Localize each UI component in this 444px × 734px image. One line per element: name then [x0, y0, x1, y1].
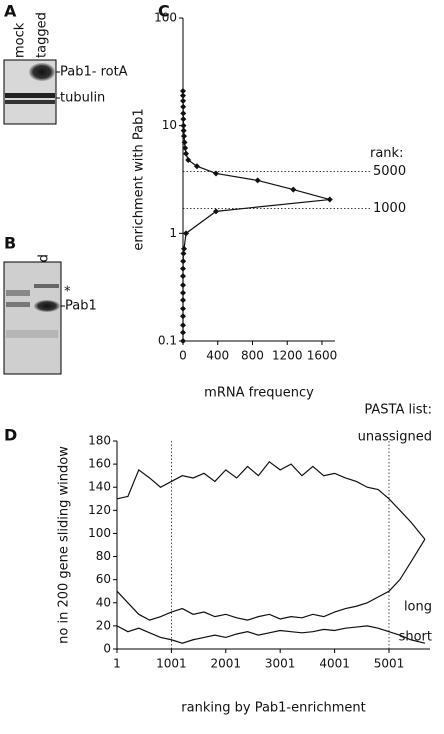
y-tick-label: 120: [88, 503, 111, 517]
series-line: [116, 625, 426, 644]
data-point: [180, 273, 186, 280]
data-point: [183, 230, 190, 237]
data-point: [180, 282, 186, 289]
data-point: [213, 170, 220, 177]
x-tick-label: 4001: [319, 657, 350, 671]
data-point: [180, 122, 187, 129]
data-point: [180, 297, 186, 304]
y-tick-label: 100: [88, 526, 111, 540]
data-point: [185, 156, 192, 163]
series-line: [116, 538, 426, 621]
x-tick-label: 1: [113, 657, 121, 671]
x-tick-label: 1001: [156, 657, 187, 671]
blot-band: [6, 290, 30, 296]
reference-label: 5000: [373, 164, 406, 179]
x-tick-label: 400: [206, 349, 229, 363]
series-label: long: [404, 600, 432, 615]
blot-band: [5, 100, 55, 104]
blot-band: [6, 302, 30, 307]
panel-label: C: [158, 2, 170, 21]
data-point: [180, 289, 186, 296]
y-tick-label: 1: [169, 226, 177, 240]
data-point: [180, 92, 186, 99]
band-marker: *: [64, 285, 71, 300]
y-tick-label: 140: [88, 480, 111, 494]
data-point: [180, 103, 187, 110]
data-point: [254, 177, 261, 184]
data-point: [180, 322, 186, 329]
lane-label: mock: [13, 22, 28, 58]
x-tick-label: 800: [241, 349, 264, 363]
data-point: [180, 265, 186, 272]
y-tick-label: 160: [88, 457, 111, 471]
data-point: [180, 250, 187, 257]
series-line: [116, 460, 426, 540]
band-label: Pab1: [65, 299, 97, 314]
blot-band: [6, 330, 58, 338]
y-tick-label: 0: [103, 642, 111, 656]
data-point: [180, 87, 186, 94]
data-point: [180, 313, 186, 320]
x-tick-label: 0: [179, 349, 187, 363]
data-point: [180, 329, 186, 336]
panel-label: D: [4, 426, 17, 445]
y-tick-label: 20: [96, 618, 111, 632]
blot-band: [29, 63, 55, 81]
x-tick-label: 1600: [307, 349, 338, 363]
data-point: [180, 97, 187, 104]
y-tick-label: 0.1: [158, 334, 177, 348]
y-axis-label: no in 200 gene sliding window: [57, 446, 72, 644]
data-point: [182, 145, 189, 152]
series-label: short: [399, 630, 432, 645]
x-tick-label: 1200: [272, 349, 303, 363]
data-point: [290, 186, 297, 193]
data-point: [180, 110, 187, 117]
data-point: [326, 196, 333, 203]
data-point: [181, 139, 188, 146]
series-line: [182, 90, 330, 341]
series-label: unassigned: [358, 430, 432, 445]
data-point: [213, 208, 220, 215]
y-tick-label: 40: [96, 595, 111, 609]
y-tick-label: 180: [88, 434, 111, 448]
data-point: [180, 127, 187, 134]
data-point: [183, 150, 190, 157]
annotation: rank:: [370, 146, 403, 161]
blot-band: [5, 93, 55, 98]
x-tick-label: 5001: [374, 657, 405, 671]
data-point: [181, 245, 188, 252]
band-label: tubulin: [60, 91, 105, 106]
reference-label: 1000: [373, 201, 406, 216]
blot-band: [34, 284, 59, 288]
blot-band: [34, 300, 60, 312]
lane-label: tagged: [35, 12, 50, 58]
data-point: [180, 305, 186, 312]
legend-title: PASTA list:: [364, 403, 432, 418]
y-tick-label: 80: [96, 549, 111, 563]
blot: [3, 261, 62, 375]
data-point: [180, 258, 187, 265]
band-label: Pab1- rotA: [60, 65, 128, 80]
x-axis-label: mRNA frequency: [204, 386, 314, 401]
x-tick-label: 2001: [211, 657, 242, 671]
data-point: [193, 163, 200, 170]
data-point: [181, 133, 188, 140]
y-axis-label: enrichment with Pab1: [132, 108, 147, 250]
y-tick-label: 10: [162, 118, 177, 132]
x-tick-label: 3001: [265, 657, 296, 671]
y-tick-label: 60: [96, 572, 111, 586]
data-point: [180, 116, 187, 123]
panel-label: A: [4, 2, 17, 21]
x-axis-label: ranking by Pab1-enrichment: [181, 701, 365, 716]
data-point: [180, 338, 186, 344]
panel-label: B: [4, 234, 16, 253]
y-tick-label: 100: [154, 11, 177, 25]
